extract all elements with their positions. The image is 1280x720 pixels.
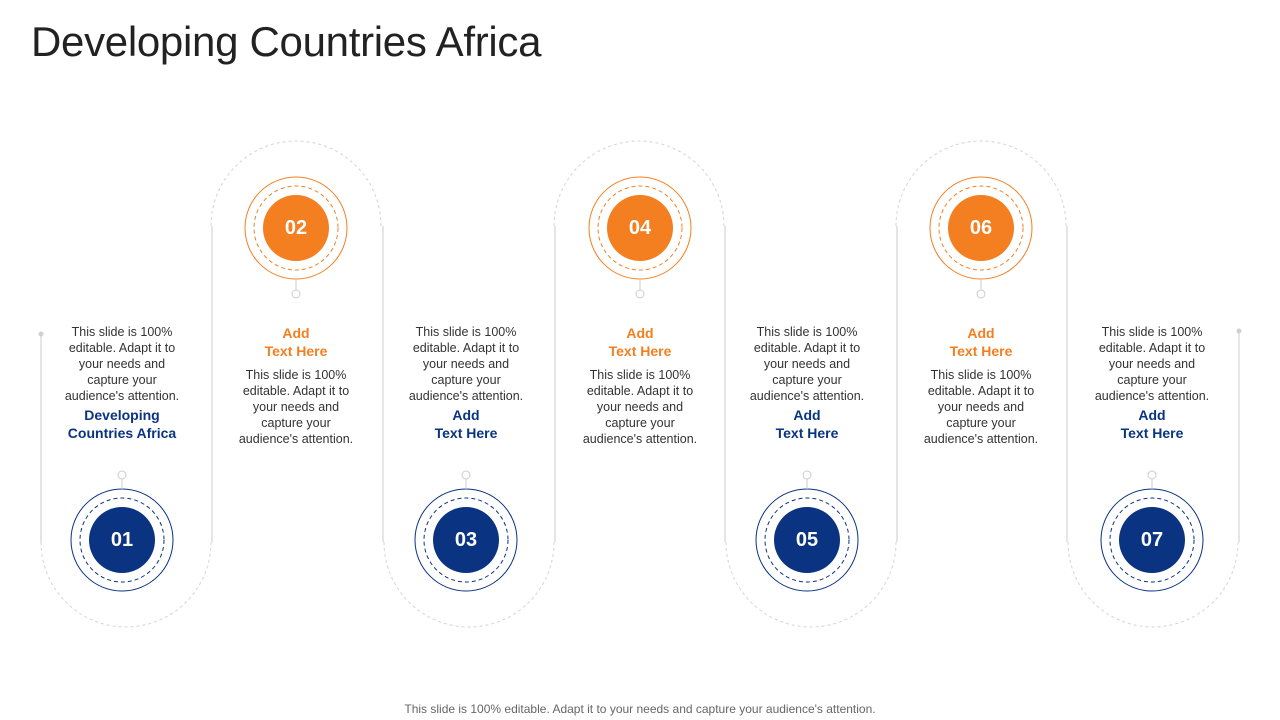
step-ring-dashed — [253, 185, 339, 271]
step-number-06: 06 — [948, 195, 1014, 261]
step-ring-dashed — [597, 185, 683, 271]
step-ring-dashed — [79, 497, 165, 583]
step-03-text: This slide is 100% editable. Adapt it to y… — [391, 324, 541, 442]
step-number-04: 04 — [607, 195, 673, 261]
step-number-05: 05 — [774, 507, 840, 573]
step-07-heading: Add Text Here — [1120, 407, 1184, 441]
step-06-description: This slide is 100% editable. Adapt it to y… — [923, 368, 1039, 446]
step-07-text: This slide is 100% editable. Adapt it to y… — [1077, 324, 1227, 442]
step-ring-dashed — [1109, 497, 1195, 583]
step-05-heading: Add Text Here — [775, 407, 839, 441]
step-number-03: 03 — [433, 507, 499, 573]
step-connector-dot — [1147, 470, 1157, 480]
step-03-description: This slide is 100% editable. Adapt it to y… — [408, 325, 524, 403]
step-ring-dashed — [764, 497, 850, 583]
step-01-text: This slide is 100% editable. Adapt it to y… — [47, 324, 197, 442]
step-02-heading: Add Text Here — [264, 325, 328, 359]
footer-note: This slide is 100% editable. Adapt it to… — [404, 702, 876, 716]
step-01-description: This slide is 100% editable. Adapt it to y… — [64, 325, 180, 403]
step-connector-dot — [117, 470, 127, 480]
step-04-heading: Add Text Here — [608, 325, 672, 359]
step-02-description: This slide is 100% editable. Adapt it to y… — [238, 368, 354, 446]
step-04-text: Add Text Here This slide is 100% editable.… — [565, 324, 715, 447]
step-connector-dot — [291, 289, 301, 299]
step-number-02: 02 — [263, 195, 329, 261]
step-02-text: Add Text Here This slide is 100% editable.… — [221, 324, 371, 447]
step-connector-dot — [802, 470, 812, 480]
step-connector-dot — [976, 289, 986, 299]
step-07-description: This slide is 100% editable. Adapt it to y… — [1094, 325, 1210, 403]
step-connector-dot — [635, 289, 645, 299]
slide-title: Developing Countries Africa — [31, 18, 542, 65]
step-01-heading: Developing Countries Africa — [67, 407, 177, 441]
step-connector-dot — [461, 470, 471, 480]
step-number-01: 01 — [89, 507, 155, 573]
step-06-heading: Add Text Here — [949, 325, 1013, 359]
step-05-text: This slide is 100% editable. Adapt it to y… — [732, 324, 882, 442]
step-ring-dashed — [423, 497, 509, 583]
step-ring-dashed — [938, 185, 1024, 271]
step-03-heading: Add Text Here — [434, 407, 498, 441]
step-04-description: This slide is 100% editable. Adapt it to y… — [582, 368, 698, 446]
step-06-text: Add Text Here This slide is 100% editable.… — [906, 324, 1056, 447]
step-number-07: 07 — [1119, 507, 1185, 573]
step-05-description: This slide is 100% editable. Adapt it to y… — [749, 325, 865, 403]
